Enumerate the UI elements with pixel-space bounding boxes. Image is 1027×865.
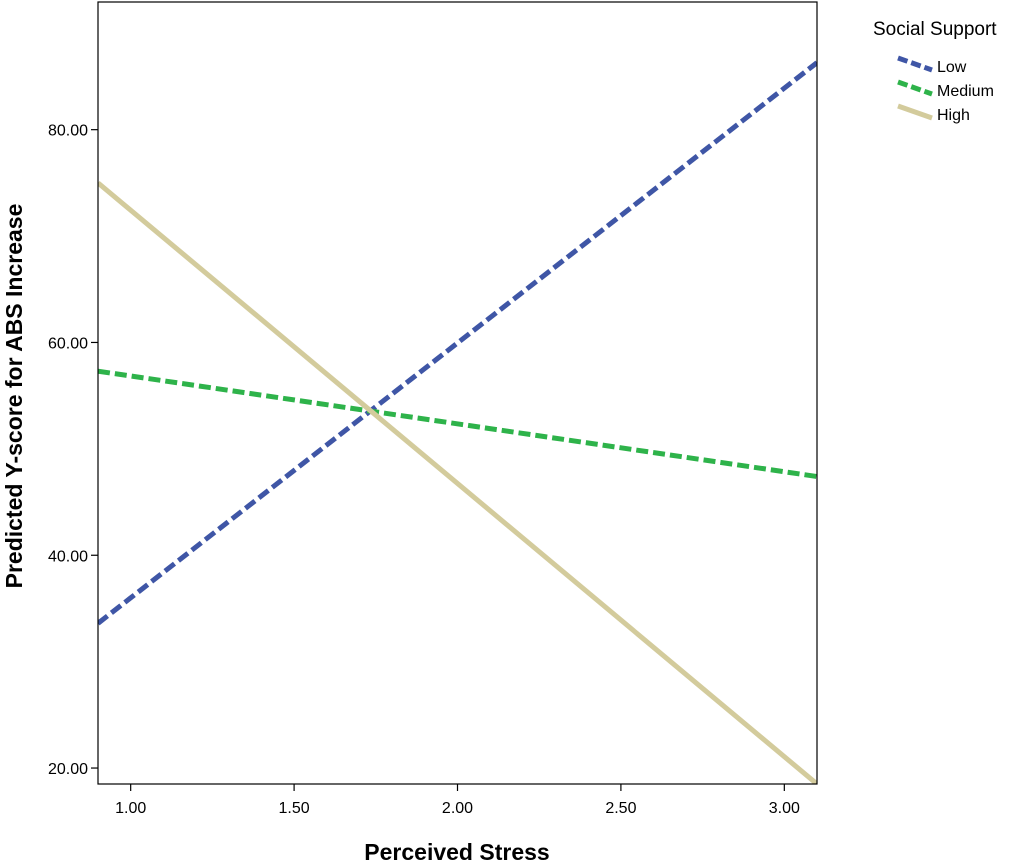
legend: Social Support Low Medium High <box>873 19 997 124</box>
legend-label-high: High <box>937 107 970 124</box>
legend-swatch-medium <box>897 79 933 97</box>
legend-swatch-low <box>897 55 933 73</box>
plot-frame <box>97 1 818 785</box>
series-layer <box>98 60 817 784</box>
legend-title: Social Support <box>873 19 997 40</box>
series-line-high <box>98 180 817 784</box>
x-tick-label: 1.50 <box>279 800 310 817</box>
series-line-low <box>98 60 817 626</box>
y-tick-label: 20.00 <box>48 761 88 778</box>
legend-label-medium: Medium <box>937 83 994 100</box>
y-tick-label: 40.00 <box>48 548 88 565</box>
x-tick-label: 3.00 <box>769 800 800 817</box>
axes: 1.00 1.50 2.00 2.50 3.00 20.00 40.00 60.00 80.00 <box>48 123 800 817</box>
x-tick-label: 2.50 <box>605 800 636 817</box>
plot-area <box>97 1 818 785</box>
x-tick-label: 1.00 <box>115 800 146 817</box>
series-line-medium <box>98 368 817 479</box>
y-tick-label: 60.00 <box>48 335 88 352</box>
y-axis-title: Predicted Y-score for ABS Increase <box>1 204 27 589</box>
legend-label-low: Low <box>937 59 967 76</box>
legend-items: Low Medium High <box>897 55 994 124</box>
y-tick-label: 80.00 <box>48 123 88 140</box>
x-axis-title: Perceived Stress <box>364 839 549 865</box>
x-tick-label: 2.00 <box>442 800 473 817</box>
legend-swatch-high <box>897 103 933 121</box>
